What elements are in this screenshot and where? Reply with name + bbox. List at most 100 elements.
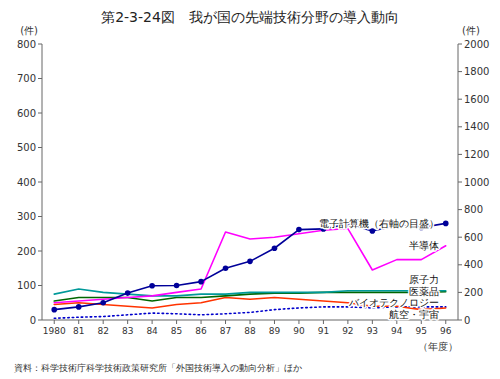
y-tick <box>38 44 42 45</box>
y2-tick-label: 1800 <box>464 66 489 77</box>
y-tick-label: 100 <box>17 280 36 291</box>
x-tick <box>78 320 79 324</box>
x-tick <box>127 320 128 324</box>
y-tick-label: 200 <box>17 246 36 257</box>
series-line <box>54 223 446 309</box>
series-line <box>54 229 446 303</box>
series-marker <box>223 265 229 271</box>
y2-tick <box>458 209 462 210</box>
y2-tick <box>458 126 462 127</box>
y-tick-label: 600 <box>17 108 36 119</box>
x-tick <box>445 320 446 324</box>
x-tick-label: 90 <box>293 326 305 336</box>
x-tick-label: 95 <box>416 326 427 336</box>
series-label: 原子力 <box>409 274 439 285</box>
y2-axis-label: (件) <box>462 25 480 36</box>
x-tick-label: 94 <box>391 326 403 336</box>
y-tick-label: 0 <box>30 315 36 326</box>
series-marker <box>370 228 376 234</box>
x-tick <box>298 320 299 324</box>
series-marker <box>198 279 204 285</box>
series-label: 電子計算機（右軸の目盛） <box>319 218 439 229</box>
x-tick <box>274 320 275 324</box>
y2-tick <box>458 44 462 45</box>
series-marker <box>443 221 449 227</box>
x-tick <box>396 320 397 324</box>
series-marker <box>296 227 302 233</box>
series-marker <box>174 283 180 289</box>
series-marker <box>149 283 155 289</box>
y-tick <box>38 113 42 114</box>
x-tick <box>323 320 324 324</box>
y2-tick-label: 1200 <box>464 149 489 160</box>
series-labels: 電子計算機（右軸の目盛） 半導体原子力医薬品バイオテクノロジー航空・宇宙 <box>319 218 439 320</box>
x-tick-label: 89 <box>269 326 281 336</box>
x-axis-label: （年度） <box>418 341 458 352</box>
series-label: バイオテクノロジー <box>348 297 439 308</box>
y-axis-label: (件) <box>20 25 38 36</box>
y-tick <box>38 320 42 321</box>
y-tick-label: 300 <box>17 211 36 222</box>
y-tick <box>38 251 42 252</box>
series-label: 半導体 <box>409 240 439 251</box>
x-tick-label: 87 <box>220 326 231 336</box>
series-label: 航空・宇宙 <box>389 309 439 320</box>
x-tick <box>347 320 348 324</box>
x-tick <box>103 320 104 324</box>
series-marker <box>272 245 278 251</box>
x-tick-label: 96 <box>440 326 452 336</box>
series-marker <box>100 300 106 306</box>
y-tick <box>38 147 42 148</box>
x-tick-label: 82 <box>97 326 108 336</box>
series-label: 医薬品 <box>409 286 439 297</box>
series-marker <box>51 307 57 313</box>
y2-tick-label: 2000 <box>464 39 489 50</box>
x-tick <box>201 320 202 324</box>
x-tick <box>250 320 251 324</box>
y2-tick <box>458 154 462 155</box>
y-tick-label: 400 <box>17 177 36 188</box>
x-tick-label: 1980 <box>43 326 66 336</box>
y-tick <box>38 78 42 79</box>
x-tick <box>421 320 422 324</box>
x-tick <box>225 320 226 324</box>
x-tick-label: 84 <box>146 326 158 336</box>
x-tick-label: 81 <box>73 326 84 336</box>
series-line <box>54 307 446 318</box>
y2-tick-label: 0 <box>464 315 470 326</box>
x-tick <box>372 320 373 324</box>
y2-tick-label: 400 <box>464 259 483 270</box>
y2-tick-label: 200 <box>464 287 483 298</box>
y2-tick <box>458 237 462 238</box>
x-tick <box>54 320 55 324</box>
title: 第2-3-24図 我が国の先端技術分野の導入動向 <box>101 9 399 25</box>
y-tick <box>38 182 42 183</box>
series-line <box>54 289 446 296</box>
chart: 第2-3-24図 我が国の先端技術分野の導入動向 0 100 200 300 400 500… <box>0 0 500 379</box>
y2-tick <box>458 71 462 72</box>
y-tick <box>38 285 42 286</box>
series-marker <box>125 290 131 296</box>
x-tick-label: 93 <box>367 326 378 336</box>
y2-tick-label: 1400 <box>464 121 489 132</box>
y2-tick <box>458 320 462 321</box>
y2-tick-label: 1000 <box>464 177 489 188</box>
y-tick-label: 700 <box>17 73 36 84</box>
y-tick-label: 500 <box>17 142 36 153</box>
x-tick-label: 83 <box>122 326 133 336</box>
y2-tick <box>458 292 462 293</box>
x-tick <box>152 320 153 324</box>
y2-tick-label: 600 <box>464 232 483 243</box>
x-tick-label: 92 <box>342 326 353 336</box>
y-tick <box>38 216 42 217</box>
x-tick-label: 88 <box>244 326 256 336</box>
x-tick-label: 86 <box>195 326 207 336</box>
y2-tick <box>458 182 462 183</box>
y2-tick-label: 800 <box>464 204 483 215</box>
y2-tick <box>458 264 462 265</box>
y2-tick <box>458 99 462 100</box>
x-tick-label: 85 <box>171 326 182 336</box>
series-marker <box>247 259 253 265</box>
y2-tick-label: 1600 <box>464 94 489 105</box>
plot-area <box>51 221 448 319</box>
